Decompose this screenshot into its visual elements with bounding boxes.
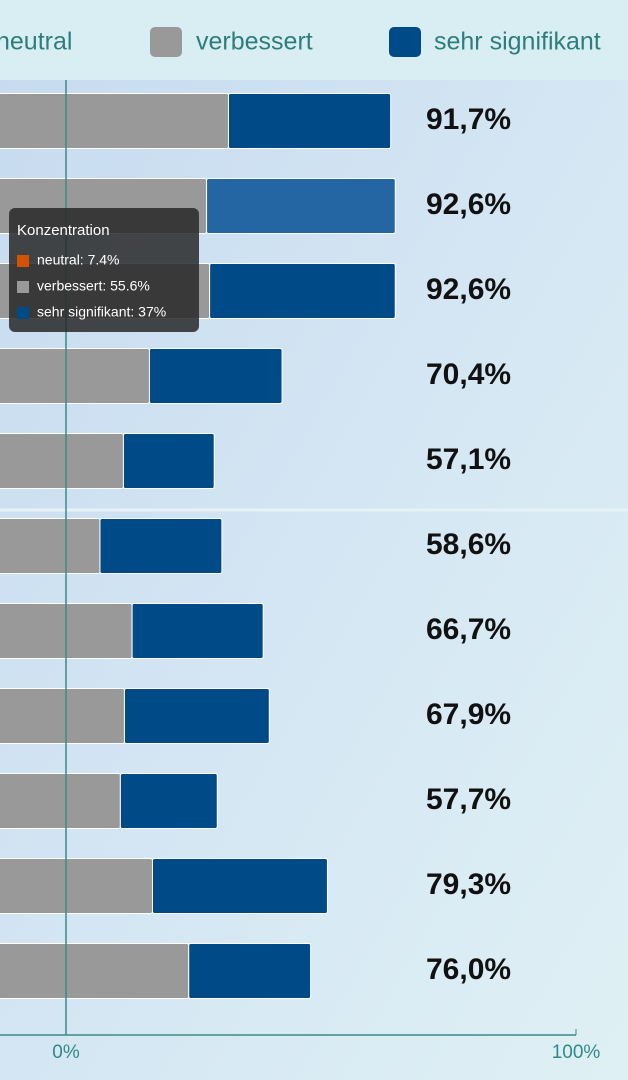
total-label: 92,6% [426, 188, 511, 221]
bar-segment [0, 858, 153, 914]
bar-segment [0, 518, 101, 574]
legend-swatch [389, 27, 421, 57]
tooltip-item: verbessert: 55.6% [37, 278, 150, 294]
bar-segment [122, 433, 215, 489]
bar-segment [0, 943, 190, 999]
total-label: 57,7% [426, 783, 511, 816]
bar-segment [99, 518, 223, 574]
tooltip-swatch [17, 255, 29, 267]
bar-segment [206, 178, 396, 234]
bar-segment [148, 348, 283, 404]
legend-swatch [150, 27, 182, 57]
total-label: 70,4% [426, 358, 511, 391]
bar-segment [0, 93, 229, 149]
legend-label: sehr signifikant [434, 28, 601, 56]
total-label: 76,0% [426, 953, 511, 986]
bar-segment [0, 348, 150, 404]
total-label: 57,1% [426, 443, 511, 476]
bar-segment [0, 688, 125, 744]
total-label: 79,3% [426, 868, 511, 901]
tooltip-item: sehr signifikant: 37% [37, 304, 166, 320]
legend-label: neutral [0, 28, 72, 56]
legend-band [0, 0, 628, 80]
bar-segment [119, 773, 218, 829]
bar-segment [152, 858, 328, 914]
bar-segment [123, 688, 270, 744]
x-tick-label: 100% [552, 1042, 601, 1063]
total-label: 67,9% [426, 698, 511, 731]
bar-segment [0, 773, 121, 829]
bar-segment [209, 263, 396, 319]
bar-segment [131, 603, 264, 659]
tooltip-title: Konzentration [17, 222, 110, 239]
total-label: 91,7% [426, 103, 511, 136]
total-label: 66,7% [426, 613, 511, 646]
total-label: 58,6% [426, 528, 511, 561]
total-label: 92,6% [426, 273, 511, 306]
legend-label: verbessert [196, 28, 313, 56]
bar-segment [188, 943, 312, 999]
x-tick-label: 0% [52, 1042, 80, 1063]
tooltip-item: neutral: 7.4% [37, 252, 120, 268]
tooltip-swatch [17, 307, 29, 319]
tooltip: Konzentration neutral: 7.4% verbessert: 55… [9, 208, 199, 332]
tooltip-swatch [17, 281, 29, 293]
tooltip-box [9, 208, 199, 332]
bar-segment [227, 93, 392, 149]
bar-segment [0, 433, 124, 489]
